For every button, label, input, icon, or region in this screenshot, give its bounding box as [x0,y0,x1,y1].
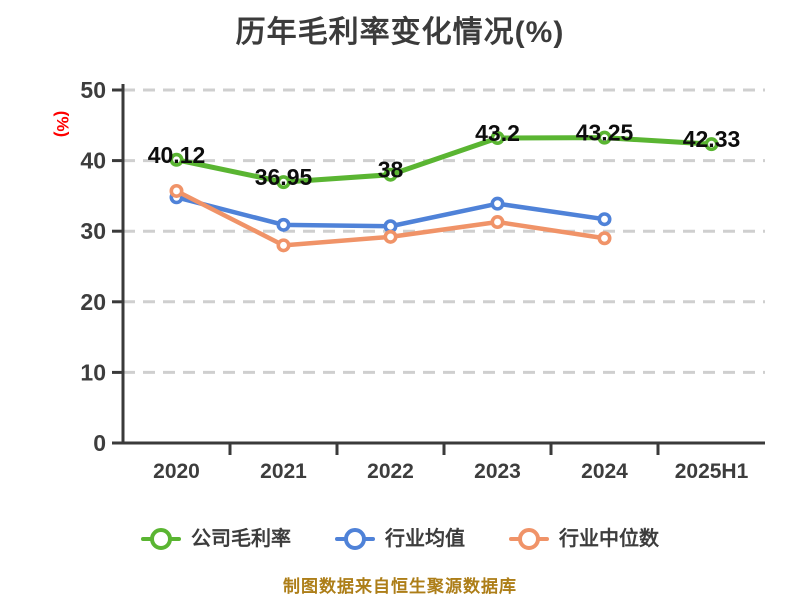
legend-item-0[interactable]: 公司毛利率 [141,528,291,550]
x-tick-label: 2022 [367,460,414,483]
y-tick-label: 40 [80,148,106,174]
legend-marker-icon [141,528,181,550]
legend: 公司毛利率 行业均值 行业中位数 [0,518,800,560]
x-tick-label: 2020 [153,460,200,483]
y-tick-label: 50 [80,77,106,103]
data-point-marker [276,238,291,253]
data-point-marker [704,137,719,152]
data-point-marker [490,131,505,146]
data-point-marker [383,167,398,182]
legend-circle [518,528,540,550]
x-tick-label: 2024 [581,460,628,483]
y-axis-unit-label: (%) [53,111,72,137]
y-tick-label: 0 [93,430,106,456]
data-point-marker [597,212,612,227]
data-point-marker [169,152,184,167]
legend-marker-icon [335,528,375,550]
data-point-marker [490,215,505,230]
data-point-marker [597,130,612,145]
data-point-marker [490,196,505,211]
legend-label: 公司毛利率 [191,528,291,550]
y-tick-label: 30 [80,218,106,244]
legend-label: 行业均值 [385,528,465,550]
data-point-marker [383,229,398,244]
data-label: 40.12 [148,142,206,168]
legend-item-1[interactable]: 行业均值 [335,528,465,550]
source-note: 制图数据来自恒生聚源数据库 [283,577,517,596]
chart-title: 历年毛利率变化情况(%) [235,16,565,49]
y-tick-label: 20 [80,289,106,315]
data-label: 43.2 [475,120,520,146]
x-tick-label: 2025H1 [675,460,749,483]
data-label: 36.95 [255,164,313,190]
y-tick-label: 10 [80,359,106,385]
legend-item-2[interactable]: 行业中位数 [509,528,659,550]
x-tick-label: 2023 [474,460,521,483]
x-tick-label: 2021 [260,460,307,483]
data-point-marker [597,231,612,246]
data-point-marker [276,175,291,190]
data-label: 38 [378,157,404,183]
legend-label: 行业中位数 [559,528,659,550]
legend-circle [344,528,366,550]
legend-circle [150,528,172,550]
data-label: 43.25 [576,120,634,146]
legend-marker-icon [509,528,549,550]
data-point-marker [276,217,291,232]
data-point-marker [169,183,184,198]
series-line-0 [174,135,714,185]
data-label: 42.33 [683,126,741,152]
